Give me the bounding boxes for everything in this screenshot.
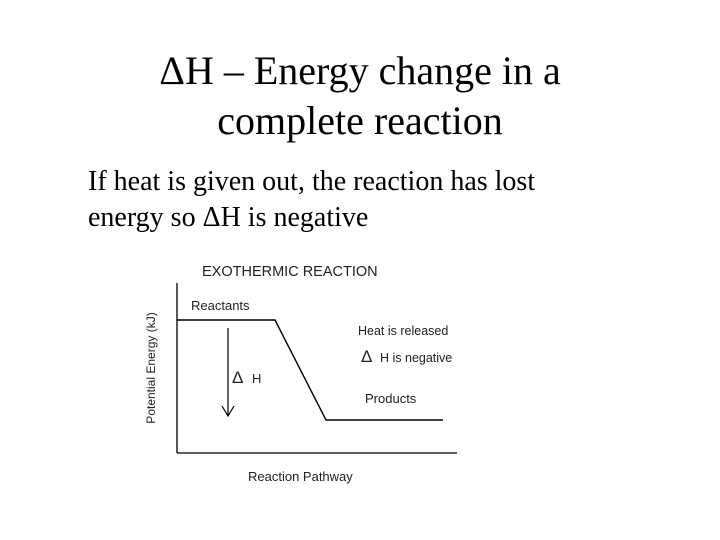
delta-h-arrow-head [221,405,235,418]
diagram-title: EXOTHERMIC REACTION [202,264,378,280]
delta-h-symbol: Δ [232,368,243,387]
x-axis-label: Reaction Pathway [248,469,353,484]
negative-delta-symbol: Δ [361,347,372,366]
y-axis-label: Potential Energy (kJ) [144,312,158,423]
delta-h-label: H [252,371,261,386]
delta-h-negative-label: H is negative [380,351,452,365]
energy-profile-line [177,319,443,421]
body-line-2: energy so ΔH is negative [88,202,369,233]
title-line-1: ΔH – Energy change in a [159,48,561,93]
title-line-2: complete reaction [217,98,503,143]
heat-released-label: Heat is released [358,324,448,338]
exothermic-reaction-diagram: EXOTHERMIC REACTION Potential Energy (kJ… [144,264,457,484]
products-label: Products [365,391,417,406]
slide-title: ΔH – Energy change in a complete reactio… [0,46,720,146]
slide-body-text: If heat is given out, the reaction has l… [88,164,688,236]
body-line-1: If heat is given out, the reaction has l… [88,166,536,197]
reactants-label: Reactants [191,298,250,313]
